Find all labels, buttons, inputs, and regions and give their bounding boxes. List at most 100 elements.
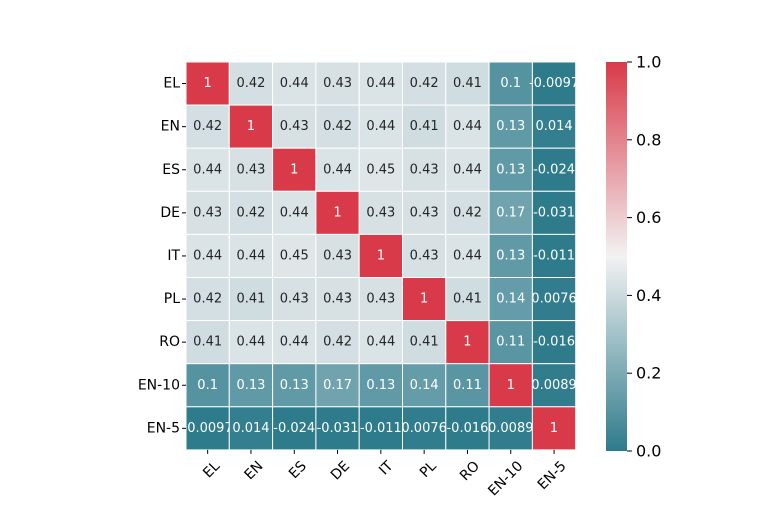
cell-value-label: 0.0076 [401, 421, 447, 436]
cell-value-label: 0.44 [280, 205, 309, 220]
row-tick-label: EN [161, 119, 180, 135]
heatmap-cell [228, 320, 274, 365]
colorbar-tick-label: 0.2 [636, 364, 661, 383]
cell-value-label: -0.031 [317, 421, 359, 436]
heatmap-cell [358, 363, 404, 408]
heatmap-cell [315, 406, 360, 451]
cell-value-label: 0.13 [496, 119, 525, 134]
cell-value-label: 0.41 [236, 292, 265, 307]
cell-value-label: 1 [247, 119, 255, 134]
column-tick-label: EL [200, 458, 223, 481]
cell-value-label: 0.44 [453, 162, 482, 177]
cell-value-label: 0.13 [496, 248, 525, 263]
cell-value-label: 0.11 [453, 378, 482, 393]
cell-value-label: -0.0097 [529, 76, 579, 91]
row-tick-label: PL [164, 291, 180, 307]
heatmap-cell [488, 277, 533, 322]
colorbar-gradient [606, 62, 627, 451]
colorbar-tick-label: 0.4 [636, 286, 661, 305]
cell-value-label: 0.43 [280, 292, 309, 307]
cell-value-label: 0.44 [280, 335, 309, 350]
column-tick-label: EN-10 [485, 458, 526, 499]
column-tick-labels: EL EN ES DE IT PL RO EN-10 EN-5 [200, 449, 570, 499]
heatmap-cell [531, 277, 577, 322]
heatmap-cell [531, 147, 577, 192]
heatmap-cell [272, 363, 317, 408]
cell-value-label: 0.43 [323, 248, 352, 263]
cell-value-label: -0.011 [360, 421, 402, 436]
cell-value-label: 0.43 [366, 205, 395, 220]
heatmap-cell [402, 233, 447, 278]
row-tick-labels: EL EN ES DE IT PL RO EN-10 EN-5 [138, 76, 186, 436]
heatmap-cell [272, 277, 317, 322]
column-tick-label: RO [457, 458, 483, 484]
heatmap-cell [185, 363, 230, 408]
cell-value-label: 1 [333, 205, 341, 220]
cell-value-label: 0.0089 [531, 378, 577, 393]
cell-value-label: 0.42 [236, 205, 265, 220]
heatmap-cell [445, 104, 490, 149]
colorbar: 0.0 0.2 0.4 0.6 0.8 1.0 [606, 53, 661, 461]
row-tick-label: DE [160, 205, 180, 221]
heatmap-cell [315, 363, 360, 408]
heatmap-cell [185, 190, 230, 235]
cell-value-label: 0.13 [496, 162, 525, 177]
column-tick-label: IT [376, 458, 397, 479]
column-tick-label: PL [417, 458, 440, 481]
cell-value-label: 0.43 [410, 205, 439, 220]
cell-value-label: 0.11 [496, 335, 525, 350]
cell-value-label: 0.0076 [531, 292, 577, 307]
cell-value-label: 0.17 [496, 205, 525, 220]
cell-value-label: 0.44 [366, 119, 395, 134]
heatmap-cell [358, 406, 404, 451]
cell-value-label: 1 [463, 335, 471, 350]
cell-value-label: 0.42 [193, 292, 222, 307]
heatmap-grid: 1 0.42 0.44 0.43 0.44 0.42 0.41 0.1 -0.0097 0.42 1… [183, 61, 579, 451]
cell-value-label: 0.42 [410, 76, 439, 91]
heatmap-cell [531, 190, 577, 235]
cell-value-label: 0.42 [323, 119, 352, 134]
cell-value-label: 1 [204, 76, 212, 91]
cell-value-label: 0.1 [500, 76, 521, 91]
cell-value-label: 1 [290, 162, 298, 177]
colorbar-tick-label: 0.6 [636, 208, 661, 227]
cell-value-label: 0.13 [366, 378, 395, 393]
cell-value-label: 1 [420, 292, 428, 307]
cell-value-label: 0.43 [366, 292, 395, 307]
heatmap-cell [358, 104, 404, 149]
heatmap-cell [272, 147, 317, 192]
heatmap-cell [185, 147, 230, 192]
heatmap-cell [185, 320, 230, 365]
cell-value-label: 0.44 [366, 335, 395, 350]
cell-value-label: 0.44 [323, 162, 352, 177]
cell-value-label: 0.43 [323, 292, 352, 307]
heatmap-cell [402, 277, 447, 322]
cell-value-label: 0.44 [193, 248, 222, 263]
cell-value-label: -0.016 [533, 335, 575, 350]
cell-value-label: -0.011 [533, 248, 575, 263]
cell-value-label: 0.45 [366, 162, 395, 177]
colorbar-tick-label: 0.0 [636, 442, 661, 461]
heatmap-cell [531, 233, 577, 278]
column-tick-label: DE [328, 458, 353, 483]
heatmap-cell [315, 147, 360, 192]
cell-value-label: 0.014 [535, 119, 572, 134]
heatmap-cell [531, 363, 577, 408]
cell-value-label: -0.024 [533, 162, 575, 177]
heatmap-cell [402, 406, 447, 451]
cell-value-label: 0.13 [236, 378, 265, 393]
heatmap-cell [358, 320, 404, 365]
row-tick-label: RO [159, 334, 180, 350]
heatmap-cell [315, 190, 360, 235]
cell-value-label: -0.016 [446, 421, 488, 436]
row-tick-label: EL [163, 76, 180, 92]
cell-value-label: 0.42 [236, 76, 265, 91]
heatmap-cell [445, 363, 490, 408]
column-tick-label: EN [242, 458, 267, 483]
cell-value-label: 0.43 [323, 76, 352, 91]
cell-value-label: 0.42 [323, 335, 352, 350]
heatmap-cell [185, 104, 230, 149]
cell-value-label: 0.41 [410, 119, 439, 134]
colorbar-tick-label: 0.8 [636, 130, 661, 149]
cell-value-label: 0.43 [410, 248, 439, 263]
